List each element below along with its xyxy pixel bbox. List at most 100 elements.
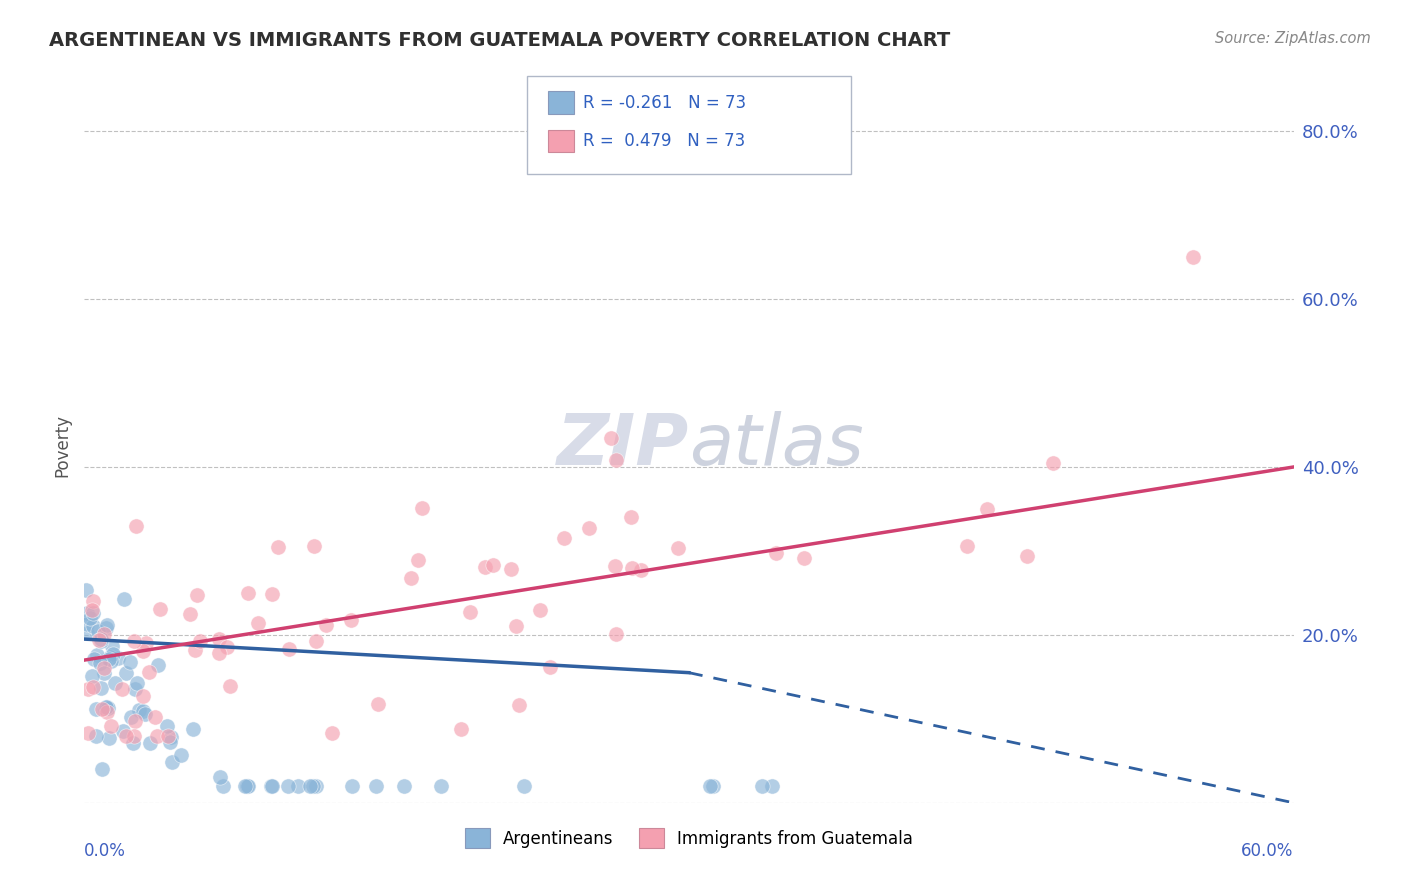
Point [93,666,115,681]
Text: R =  0.479   N = 73: R = 0.479 N = 73 [583,132,745,150]
Point [100,719,122,733]
Point [605,627,627,641]
Text: 60.0%: 60.0% [1241,842,1294,860]
Point [668,541,690,555]
Point [208,770,231,784]
Point [1181,250,1204,264]
Point [76,606,98,620]
Point [82,606,104,620]
Point [186,588,208,602]
Point [578,521,600,535]
Point [765,546,787,560]
Point [135,635,157,649]
Point [124,681,146,696]
Point [79,611,101,625]
Point [120,655,142,669]
Point [96,621,118,635]
Point [125,519,148,533]
Point [699,779,721,793]
Point [160,756,183,770]
Point [499,561,522,575]
Point [458,605,481,619]
Point [315,618,337,632]
Point [394,779,416,793]
Point [474,560,496,574]
Point [96,699,118,714]
Point [302,779,325,793]
Point [401,571,423,585]
Point [305,779,328,793]
Point [76,616,98,631]
Point [603,559,626,574]
Point [139,735,162,749]
Point [90,762,112,776]
Point [976,502,998,516]
Point [112,723,135,738]
Point [761,779,783,793]
Point [260,779,283,793]
Point [127,675,149,690]
Point [260,779,283,793]
Point [505,619,527,633]
Point [111,682,134,697]
Point [481,558,503,572]
Point [208,646,231,660]
Point [181,723,204,737]
Point [277,779,299,793]
Point [124,714,146,728]
Point [114,592,136,607]
Point [367,697,389,711]
Point [107,651,129,665]
Point [97,701,120,715]
Point [430,779,453,793]
Point [364,779,387,793]
Point [211,779,233,793]
Point [159,735,181,749]
Point [134,707,156,722]
Point [124,634,146,648]
Point [97,652,120,666]
Point [122,736,145,750]
Point [96,699,118,714]
Point [143,710,166,724]
Point [188,633,211,648]
Point [751,779,773,793]
Point [103,647,125,661]
Point [84,729,107,743]
Point [96,705,118,719]
Point [82,594,104,608]
Point [406,553,429,567]
Point [114,666,136,681]
Point [208,632,231,647]
Point [247,615,270,630]
Point [128,703,150,717]
Point [122,729,145,743]
Point [538,660,561,674]
Point [340,779,363,793]
Point [793,551,815,566]
Point [620,510,643,524]
Point [321,725,343,739]
Point [513,779,536,793]
Point [156,719,179,733]
Point [77,725,100,739]
Point [89,657,111,671]
Point [508,698,530,713]
Point [278,642,301,657]
Point [90,681,112,695]
Point [91,702,114,716]
Point [98,650,121,665]
Point [219,679,242,693]
Point [302,539,325,553]
Point [120,710,142,724]
Text: 0.0%: 0.0% [84,842,127,860]
Text: ARGENTINEAN VS IMMIGRANTS FROM GUATEMALA POVERTY CORRELATION CHART: ARGENTINEAN VS IMMIGRANTS FROM GUATEMALA… [49,31,950,50]
Text: ZIP: ZIP [557,411,689,481]
Point [340,613,363,627]
Point [146,729,169,743]
Text: atlas: atlas [689,411,863,481]
Point [132,704,155,718]
Point [236,779,259,793]
Point [1042,456,1064,470]
Point [138,665,160,680]
